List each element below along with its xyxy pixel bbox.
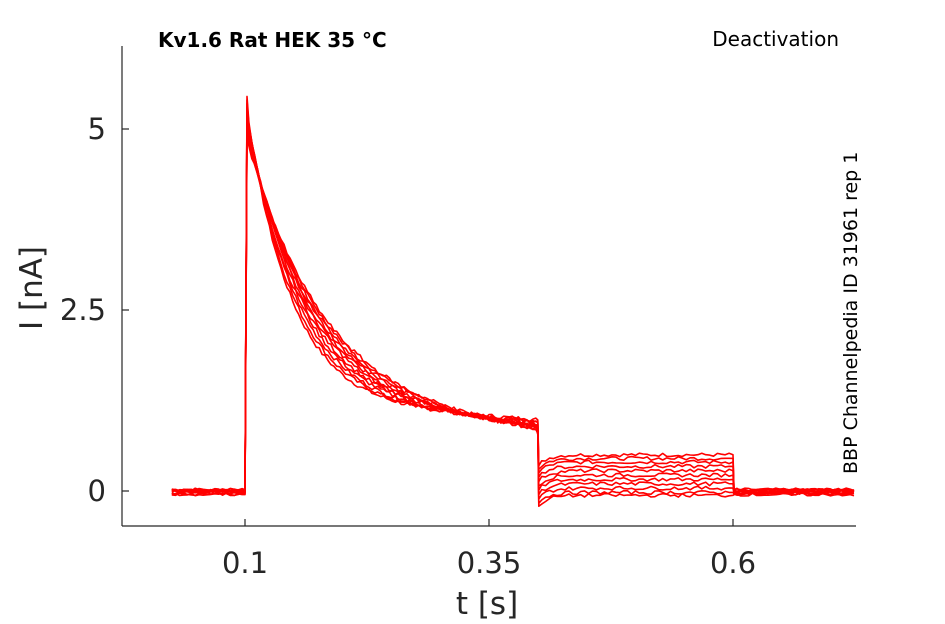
current-trace-9 <box>171 124 855 500</box>
current-trace-2 <box>171 99 855 492</box>
chart-title: Kv1.6 Rat HEK 35 °C <box>158 28 387 52</box>
current-trace-11 <box>171 131 855 508</box>
trace-group <box>171 95 855 508</box>
current-trace-1 <box>171 95 855 492</box>
y-axis-title: I [nA] <box>14 246 50 330</box>
y-tick-label: 0 <box>88 474 106 508</box>
y-tick-label: 2.5 <box>60 293 106 327</box>
source-label: BBP Channelpedia ID 31961 rep 1 <box>840 152 862 474</box>
current-trace-5 <box>171 110 855 494</box>
current-trace-8 <box>171 121 855 496</box>
x-tick-label: 0.35 <box>457 546 522 580</box>
x-axis-title: t [s] <box>456 586 518 622</box>
x-tick-label: 0.1 <box>222 546 268 580</box>
current-trace-6 <box>171 113 855 494</box>
current-trace-10 <box>171 128 855 505</box>
current-trace-7 <box>171 117 855 495</box>
current-trace-3 <box>171 102 855 493</box>
current-trace-4 <box>171 106 855 493</box>
protocol-label: Deactivation <box>712 27 839 51</box>
y-tick-label: 5 <box>88 112 106 146</box>
tick-group: 0.1 0.35 0.6 0 2.5 5 <box>60 112 756 580</box>
x-tick-label: 0.6 <box>710 546 756 580</box>
